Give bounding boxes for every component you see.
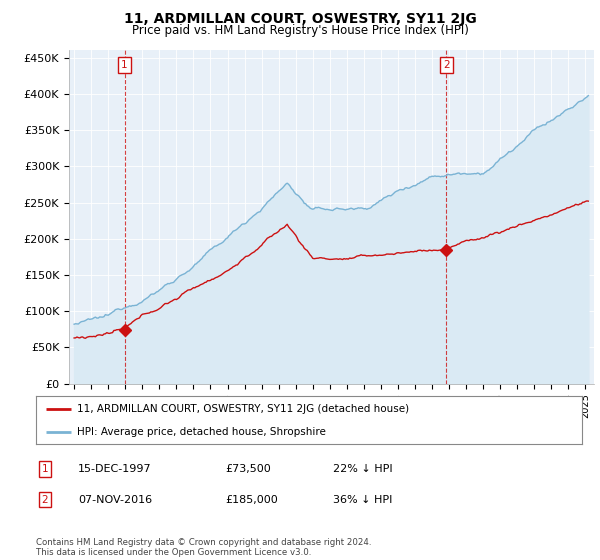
Text: 2: 2 [443,60,449,71]
Text: £185,000: £185,000 [225,494,278,505]
Text: 11, ARDMILLAN COURT, OSWESTRY, SY11 2JG: 11, ARDMILLAN COURT, OSWESTRY, SY11 2JG [124,12,476,26]
Text: 2: 2 [41,494,49,505]
Text: HPI: Average price, detached house, Shropshire: HPI: Average price, detached house, Shro… [77,427,326,437]
Text: 1: 1 [41,464,49,474]
Text: 22% ↓ HPI: 22% ↓ HPI [333,464,392,474]
Text: 36% ↓ HPI: 36% ↓ HPI [333,494,392,505]
Text: 07-NOV-2016: 07-NOV-2016 [78,494,152,505]
Text: 1: 1 [121,60,128,71]
Text: £73,500: £73,500 [225,464,271,474]
Text: Contains HM Land Registry data © Crown copyright and database right 2024.
This d: Contains HM Land Registry data © Crown c… [36,538,371,557]
Text: Price paid vs. HM Land Registry's House Price Index (HPI): Price paid vs. HM Land Registry's House … [131,24,469,36]
Text: 15-DEC-1997: 15-DEC-1997 [78,464,152,474]
Text: 11, ARDMILLAN COURT, OSWESTRY, SY11 2JG (detached house): 11, ARDMILLAN COURT, OSWESTRY, SY11 2JG … [77,404,409,414]
